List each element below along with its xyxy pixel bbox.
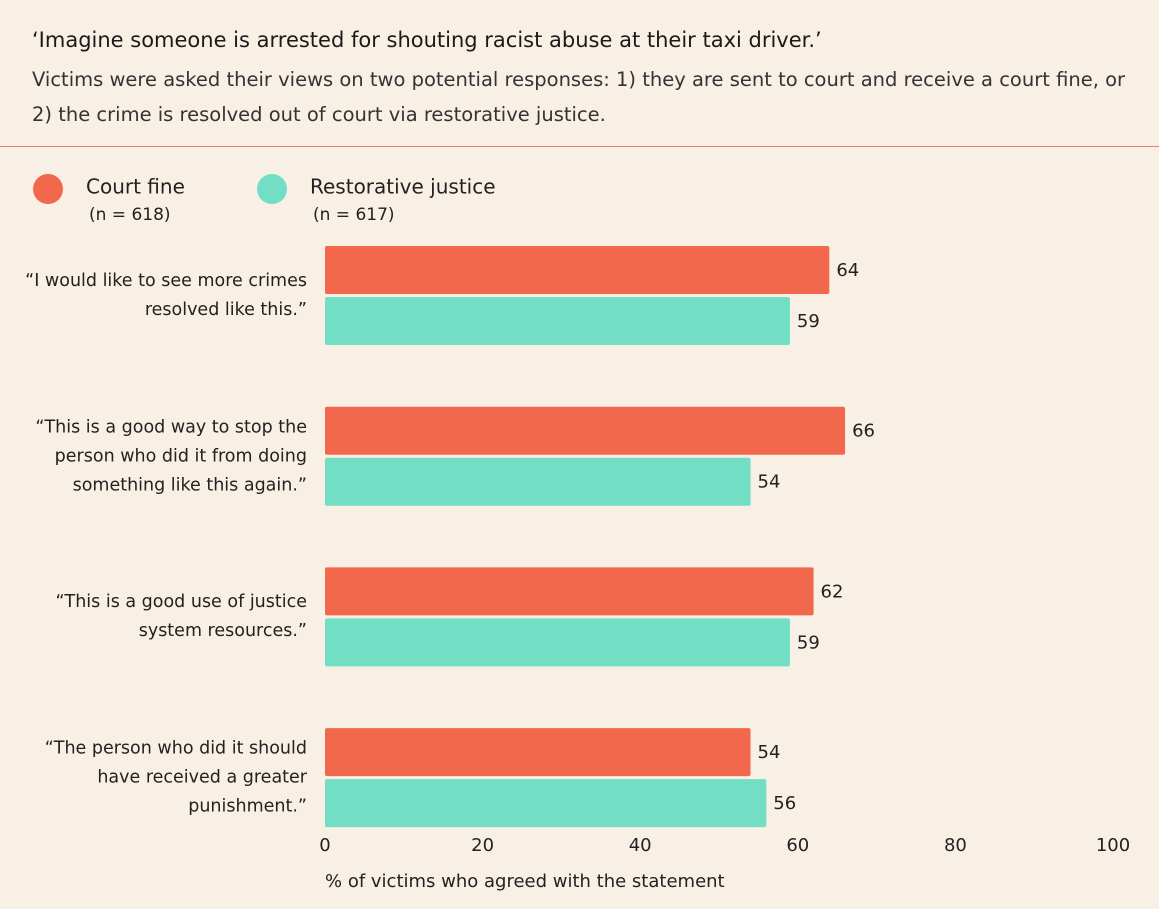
x-tick-label: 20 bbox=[471, 835, 494, 856]
category-label: “I would like to see more crimes resolve… bbox=[25, 271, 307, 320]
chart-subtitle: Victims were asked their views on two po… bbox=[32, 68, 1126, 126]
value-label: 62 bbox=[821, 581, 844, 602]
legend-swatch bbox=[257, 174, 287, 204]
value-label: 64 bbox=[836, 260, 859, 281]
value-label: 59 bbox=[797, 311, 820, 332]
legend-label: Court fine bbox=[86, 175, 185, 199]
category-label: “This is a good way to stop the person w… bbox=[35, 417, 307, 496]
bar bbox=[325, 618, 790, 667]
category-label: “This is a good use of justice system re… bbox=[55, 592, 307, 642]
value-label: 59 bbox=[797, 632, 820, 653]
header: ‘Imagine someone is arrested for shoutin… bbox=[0, 0, 1159, 147]
value-label: 66 bbox=[852, 421, 875, 442]
value-label: 56 bbox=[773, 793, 796, 814]
bar bbox=[325, 297, 790, 345]
x-tick-label: 100 bbox=[1096, 835, 1130, 856]
category-label: “The person who did it should have recei… bbox=[44, 738, 307, 817]
x-tick-label: 0 bbox=[319, 835, 330, 856]
bar bbox=[325, 246, 830, 294]
legend-note: (n = 618) bbox=[89, 205, 171, 225]
x-tick-label: 80 bbox=[944, 835, 967, 856]
chart-title: ‘Imagine someone is arrested for shoutin… bbox=[32, 28, 822, 52]
bar bbox=[325, 779, 767, 828]
bar bbox=[325, 728, 751, 777]
legend-note: (n = 617) bbox=[313, 205, 395, 225]
bar bbox=[325, 567, 814, 616]
legend-label: Restorative justice bbox=[310, 175, 496, 199]
bar bbox=[325, 406, 846, 455]
x-axis-label: % of victims who agreed with the stateme… bbox=[325, 871, 725, 892]
value-label: 54 bbox=[758, 742, 781, 763]
x-tick-label: 60 bbox=[786, 835, 809, 856]
x-tick-label: 40 bbox=[629, 835, 652, 856]
bar bbox=[325, 457, 751, 506]
legend-swatch bbox=[33, 174, 63, 204]
value-label: 54 bbox=[758, 472, 781, 493]
